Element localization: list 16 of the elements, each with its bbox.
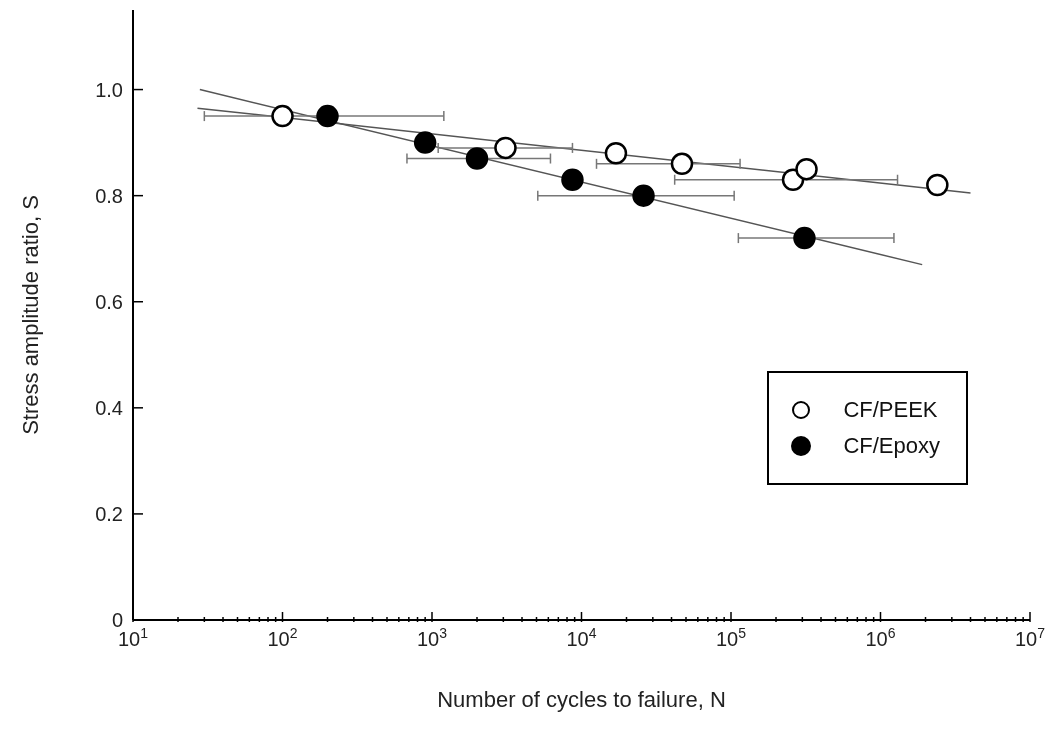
y-axis-title: Stress amplitude ratio, S (17, 195, 43, 435)
y-tick-label: 0.2 (95, 502, 123, 525)
x-tick-label: 10$^{7}$ (1014, 625, 1046, 650)
legend-label: CF/PEEK (843, 397, 938, 423)
x-tick-label: 10$^{2}$ (267, 625, 298, 650)
y-tick-label: 0.4 (95, 396, 123, 419)
y-tick-label: 0.6 (95, 290, 123, 313)
x-axis-title: Number of cycles to failure, N (437, 687, 726, 712)
x-tick-label: 10$^{6}$ (865, 625, 896, 650)
x-tick-label: 10$^{3}$ (416, 625, 448, 650)
y-tick-label: 1.0 (95, 78, 123, 101)
x-tick-label: 10$^{4}$ (566, 625, 597, 650)
y-tick-label: 0.8 (95, 184, 123, 207)
y-tick-label: 0 (111, 609, 123, 631)
legend-label: CF/Epoxy (843, 433, 940, 459)
x-tick-label: 10$^{5}$ (715, 625, 747, 650)
